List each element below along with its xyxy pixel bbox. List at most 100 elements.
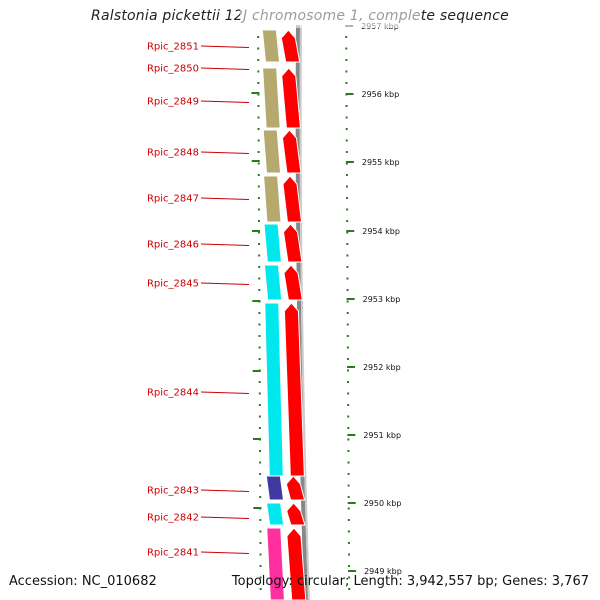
scale-tick (345, 151, 348, 153)
left-tick (257, 93, 260, 96)
gene-label: Rpic_2845 (147, 279, 199, 290)
cds-arrow (286, 502, 306, 526)
scale-tick (345, 128, 348, 130)
scale-tick (348, 565, 351, 567)
left-tick (258, 289, 261, 291)
left-major-tick (252, 230, 261, 232)
scale-tick (347, 404, 350, 406)
gene-label: Rpic_2847 (147, 194, 199, 205)
top-fade (240, 0, 420, 28)
left-tick (259, 496, 262, 498)
scale-tick (348, 576, 351, 579)
gene-leader-line (200, 243, 250, 246)
scale-major-tick (345, 161, 354, 163)
left-tick (258, 427, 261, 429)
scale-tick (348, 588, 351, 590)
gene-label: Rpic_2846 (147, 240, 199, 251)
scale-major-tick (346, 366, 355, 368)
gene-label: Rpic_2851 (147, 42, 199, 53)
gene-label: Rpic_2850 (147, 64, 199, 75)
cds-arrow (281, 129, 302, 174)
scale-tick (345, 70, 348, 73)
left-major-tick (251, 92, 260, 94)
scale-tick (346, 277, 349, 280)
scale-tick (347, 427, 350, 429)
cds-arrow (280, 29, 301, 63)
scale-tick (345, 47, 348, 50)
left-tick (258, 243, 261, 245)
scale-tick (346, 254, 349, 257)
gene-label: Rpic_2848 (147, 148, 199, 159)
scale-tick (347, 415, 350, 418)
left-tick (257, 47, 260, 50)
left-major-tick (251, 160, 260, 162)
scale-tick (345, 82, 348, 84)
scale-tick (346, 231, 349, 234)
scale-label: 2956 kbp (362, 90, 400, 99)
scale-major-tick (346, 230, 355, 232)
left-major-tick (252, 300, 261, 302)
gene-leader-line (200, 551, 250, 554)
scale-tick (347, 392, 350, 395)
scale-tick (347, 438, 350, 441)
scale-tick (346, 300, 349, 303)
cog-block (264, 302, 284, 477)
scale-tick (347, 553, 350, 556)
scale-label: 2952 kbp (363, 363, 401, 372)
scale-tick (347, 507, 350, 510)
scale-tick (345, 105, 348, 107)
cog-block (266, 527, 285, 600)
scale-major-tick (348, 570, 357, 572)
scale-tick (346, 266, 349, 268)
gene-leader-line (200, 282, 250, 285)
left-major-tick (252, 438, 261, 440)
cog-block (263, 223, 282, 263)
gene-label: Rpic_2843 (147, 486, 199, 497)
cds-arrow (281, 67, 301, 129)
scale-label: 2951 kbp (363, 431, 401, 440)
scale-tick (346, 369, 349, 372)
scale-label: 2953 kbp (363, 295, 401, 304)
scale-major-tick (346, 298, 355, 300)
left-tick (259, 576, 262, 579)
scale-label: 2949 kbp (364, 567, 402, 576)
gene-leader-line (200, 45, 250, 48)
scale-tick (345, 174, 348, 176)
cog-block (262, 67, 281, 129)
left-tick (258, 266, 261, 268)
cog-block (263, 264, 283, 301)
left-tick (259, 553, 262, 556)
cog-block (261, 29, 281, 63)
left-tick (259, 530, 262, 533)
cds-arrow (282, 223, 303, 263)
left-tick (258, 381, 261, 383)
scale-tick (346, 312, 349, 314)
cds-arrow (286, 527, 307, 600)
scale-label: 2950 kbp (364, 499, 402, 508)
left-tick (257, 139, 260, 142)
left-tick (257, 220, 260, 222)
scale-major-tick (347, 434, 356, 436)
gene-label: Rpic_2844 (147, 388, 199, 399)
gene-leader-line (200, 516, 250, 519)
left-tick (257, 128, 260, 130)
left-tick (259, 542, 262, 544)
left-tick (258, 358, 261, 360)
scale-tick (346, 197, 349, 199)
left-tick (257, 151, 260, 153)
cds-arrow (285, 475, 306, 501)
gene-label: Rpic_2842 (147, 513, 199, 524)
left-tick (257, 174, 260, 176)
cog-block (263, 175, 282, 223)
topology-text: Topology: circular; Length: 3,942,557 bp… (231, 574, 589, 589)
gene-leader-line (200, 197, 250, 200)
left-tick (259, 519, 262, 521)
cog-block (265, 475, 285, 501)
scale-tick (346, 185, 349, 188)
left-tick (259, 588, 262, 590)
scale-tick (347, 519, 350, 521)
scale-tick (345, 116, 348, 119)
scale-tick (345, 162, 348, 165)
left-tick (258, 346, 261, 349)
scale-tick (347, 473, 350, 475)
